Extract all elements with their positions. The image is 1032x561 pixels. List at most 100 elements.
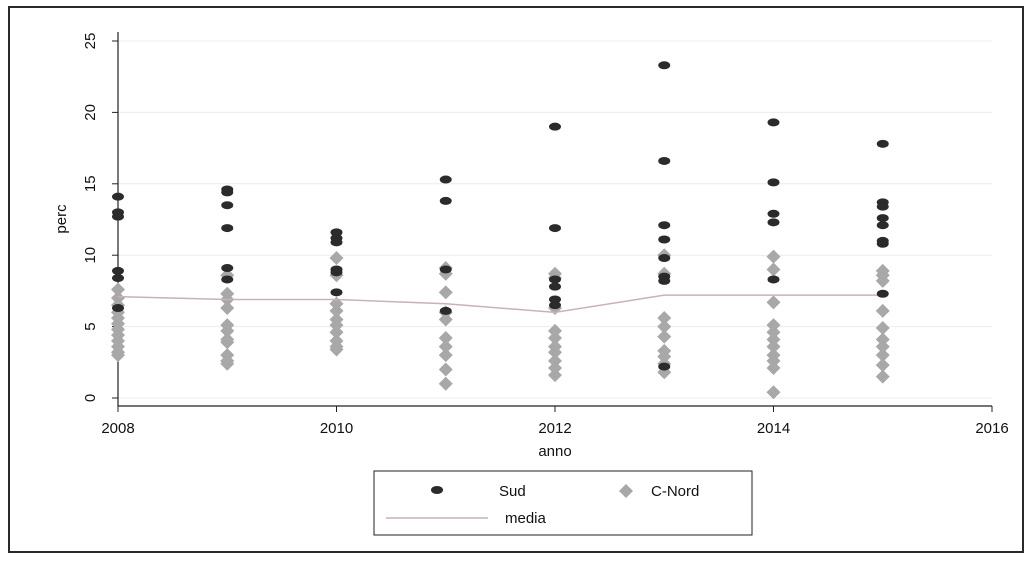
sud-point	[658, 221, 671, 230]
sud-point	[112, 266, 124, 275]
cnord-point	[111, 291, 125, 306]
series-media	[117, 294, 883, 314]
sud-point	[658, 276, 671, 285]
sud-point	[112, 274, 124, 283]
sud-point	[658, 61, 671, 70]
y-tick-label: 15	[82, 175, 99, 192]
sud-point	[221, 264, 234, 273]
sud-point	[767, 209, 780, 218]
sud-point	[221, 224, 234, 233]
cnord-point	[766, 353, 781, 368]
cnord-point	[548, 323, 562, 338]
sud-point	[112, 192, 124, 201]
cnord-point	[548, 361, 562, 376]
cnord-point	[220, 301, 235, 316]
sud-point	[549, 282, 561, 291]
cnord-point	[111, 348, 125, 363]
cnord-point	[875, 332, 890, 347]
y-tick-label: 0	[82, 394, 99, 402]
sud-point	[330, 288, 343, 297]
sud-point	[876, 214, 889, 223]
sud-point	[658, 235, 671, 244]
y-tick-label: 20	[82, 104, 99, 121]
sud-point	[549, 295, 561, 304]
series-sud	[112, 61, 889, 371]
sud-point	[439, 265, 452, 274]
cnord-point	[548, 345, 562, 360]
x-tick-label: 2008	[101, 420, 134, 437]
sud-point	[767, 178, 780, 187]
sud-point	[876, 202, 889, 211]
sud-point	[876, 139, 889, 148]
cnord-point	[657, 319, 672, 334]
sud-point	[658, 156, 671, 165]
sud-point	[221, 188, 234, 197]
cnord-point	[329, 318, 344, 333]
cnord-point	[875, 321, 890, 336]
cnord-point	[438, 339, 453, 354]
sud-point	[876, 239, 889, 248]
legend: Sud C-Nord media	[373, 470, 753, 536]
cnord-point	[438, 331, 453, 346]
cnord-point	[657, 311, 672, 326]
x-tick-label: 2012	[538, 420, 571, 437]
cnord-point	[875, 369, 890, 384]
sud-point	[439, 196, 452, 205]
cnord-point	[766, 249, 781, 264]
cnord-point	[766, 262, 781, 277]
sud-point	[876, 221, 889, 230]
series-c-nord	[111, 248, 890, 400]
cnord-point	[875, 339, 890, 354]
sud-point	[330, 268, 343, 277]
cnord-point	[438, 362, 453, 377]
sud-point	[767, 218, 780, 227]
sud-point	[221, 201, 234, 210]
sud-point	[549, 275, 561, 284]
cnord-point	[329, 342, 344, 357]
sud-point	[221, 275, 234, 284]
sud-point	[439, 175, 452, 184]
legend-cnord-label: C-Nord	[651, 483, 699, 500]
cnord-point	[766, 361, 781, 376]
sud-point	[439, 306, 452, 315]
cnord-point	[111, 282, 125, 297]
legend-sud-label: Sud	[499, 483, 526, 500]
cnord-point	[875, 348, 890, 363]
sud-point	[658, 362, 671, 371]
cnord-point	[875, 303, 890, 318]
sud-point	[876, 289, 889, 298]
media-line	[117, 294, 883, 314]
legend-cnord-symbol	[619, 484, 633, 498]
cnord-point	[657, 329, 672, 344]
sud-point	[549, 301, 561, 310]
series	[111, 61, 890, 400]
cnord-point	[548, 368, 562, 383]
y-tick-label: 10	[82, 247, 99, 264]
y-tick-label: 5	[82, 322, 99, 330]
cnord-point	[220, 356, 235, 371]
cnord-point	[766, 339, 781, 354]
cnord-point	[329, 303, 344, 318]
sud-point	[549, 224, 561, 233]
cnord-point	[766, 385, 781, 400]
cnord-point	[548, 331, 562, 346]
cnord-point	[875, 273, 890, 288]
cnord-point	[766, 325, 781, 340]
cnord-point	[766, 318, 781, 333]
y-axis-title: perc	[53, 204, 70, 234]
cnord-point	[875, 358, 890, 373]
sud-point	[767, 275, 780, 284]
cnord-point	[438, 348, 453, 363]
x-axis-title: anno	[538, 443, 571, 460]
cnord-point	[220, 323, 235, 338]
cnord-point	[438, 312, 453, 327]
cnord-point	[220, 335, 235, 350]
sud-point	[112, 212, 124, 221]
sud-point	[767, 118, 780, 127]
legend-sud-symbol	[431, 486, 443, 494]
cnord-point	[657, 349, 672, 364]
cnord-point	[766, 332, 781, 347]
x-tick-label: 2014	[757, 420, 790, 437]
y-tick-label: 25	[82, 33, 99, 50]
